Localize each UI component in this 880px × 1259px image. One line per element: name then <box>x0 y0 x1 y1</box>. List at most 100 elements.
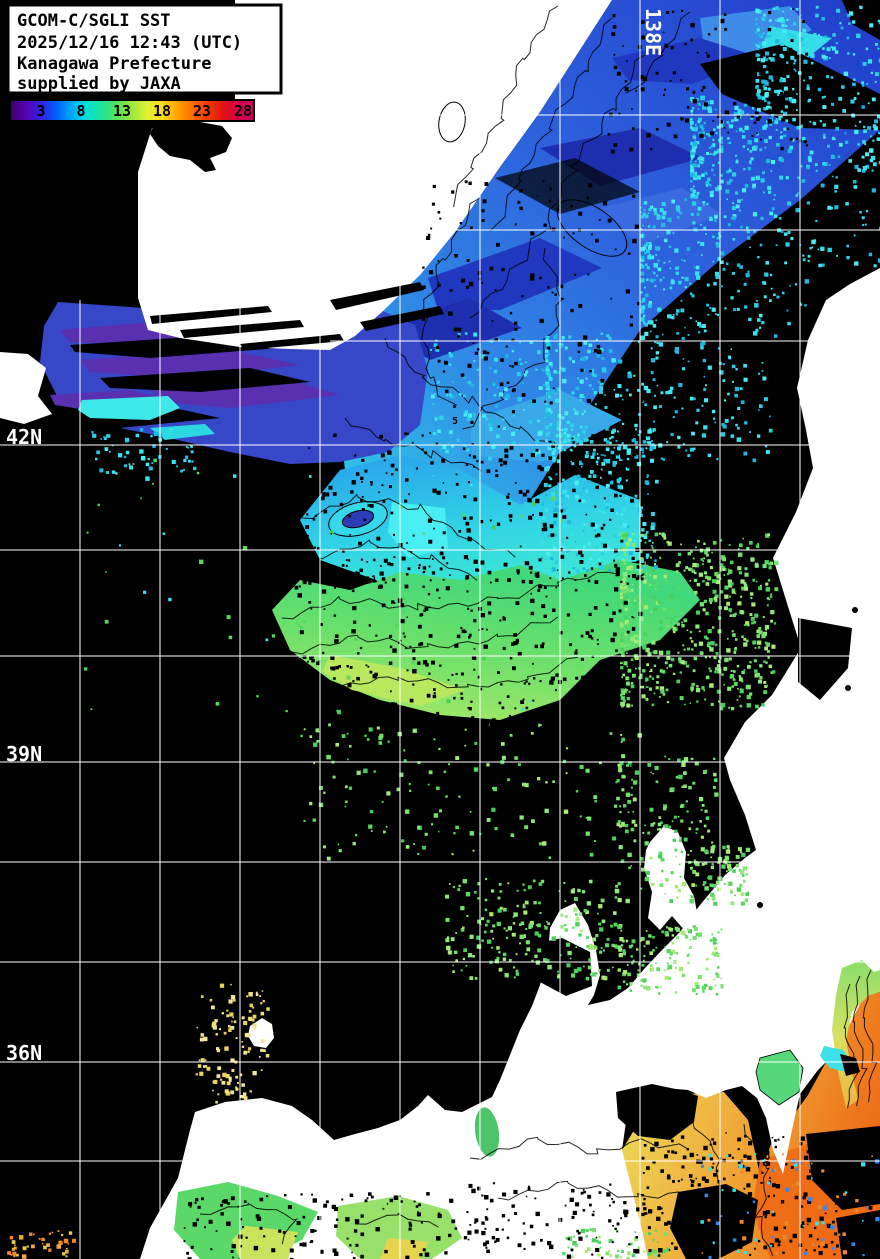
sst-speckle <box>624 619 629 624</box>
sst-speckle <box>740 579 745 584</box>
sst-speckle <box>775 19 778 22</box>
sst-speckle <box>770 1244 773 1247</box>
sst-speckle <box>499 382 504 387</box>
sst-speckle <box>697 1239 702 1243</box>
sst-speckle <box>740 892 745 896</box>
sst-speckle <box>555 440 558 443</box>
sst-speckle <box>705 675 710 680</box>
sst-speckle <box>589 852 594 857</box>
sst-speckle <box>635 595 639 599</box>
sst-speckle <box>682 1202 686 1205</box>
sst-speckle <box>469 811 472 813</box>
sst-speckle <box>643 954 646 958</box>
sst-speckle <box>323 1203 328 1208</box>
sst-speckle <box>457 327 462 332</box>
sst-speckle <box>488 427 493 432</box>
sst-speckle <box>360 713 363 716</box>
sst-speckle <box>757 318 761 322</box>
sst-speckle <box>656 216 661 220</box>
sst-speckle <box>608 475 613 481</box>
sst-speckle <box>611 1241 614 1244</box>
sst-speckle <box>792 117 796 122</box>
map-region <box>380 1238 428 1259</box>
sst-speckle <box>431 202 435 206</box>
sst-speckle <box>524 900 529 905</box>
sst-speckle <box>645 940 650 945</box>
sst-speckle <box>746 546 750 551</box>
sst-speckle <box>563 458 568 462</box>
sst-speckle <box>643 244 647 247</box>
sst-speckle <box>630 569 633 571</box>
sst-speckle <box>704 886 709 891</box>
sst-speckle <box>608 694 613 698</box>
sst-speckle <box>242 546 248 551</box>
sst-speckle <box>449 395 453 398</box>
sst-speckle <box>708 645 712 649</box>
sst-speckle <box>714 792 719 797</box>
sst-speckle <box>703 557 706 560</box>
sst-speckle <box>358 541 362 546</box>
sst-speckle <box>755 79 760 83</box>
sst-speckle <box>758 679 762 684</box>
sst-speckle <box>630 682 634 685</box>
sst-speckle <box>709 1157 714 1161</box>
sst-speckle <box>727 686 732 691</box>
sst-speckle <box>673 134 678 139</box>
sst-speckle <box>587 273 590 276</box>
sst-speckle <box>717 966 720 969</box>
sst-speckle <box>834 1202 837 1205</box>
sst-speckle <box>672 672 676 675</box>
sst-speckle <box>731 630 734 633</box>
sst-speckle <box>528 515 533 520</box>
sst-speckle <box>762 616 765 619</box>
sst-speckle <box>348 579 351 583</box>
sst-speckle <box>703 1145 708 1151</box>
sst-speckle <box>767 185 772 190</box>
sst-speckle <box>617 897 622 903</box>
sst-speckle <box>602 507 607 512</box>
sst-speckle <box>422 1248 426 1252</box>
sst-speckle <box>627 972 631 977</box>
sst-speckle <box>502 957 507 961</box>
sst-speckle <box>617 484 622 489</box>
sst-speckle <box>526 595 529 598</box>
map-region <box>78 396 180 420</box>
sst-speckle <box>674 885 679 889</box>
sst-speckle <box>605 447 610 451</box>
sst-speckle <box>456 634 461 639</box>
sst-speckle <box>636 461 642 467</box>
sst-speckle <box>642 212 646 217</box>
sst-speckle <box>742 145 746 148</box>
sst-speckle <box>738 1164 743 1169</box>
sst-speckle <box>260 1002 263 1005</box>
sst-speckle <box>389 645 393 649</box>
sst-speckle <box>418 567 421 570</box>
sst-speckle <box>342 550 345 553</box>
sst-speckle <box>735 191 739 195</box>
sst-speckle <box>653 207 657 212</box>
sst-speckle <box>670 279 674 283</box>
sst-speckle <box>808 76 812 80</box>
sst-speckle <box>682 367 686 371</box>
sst-speckle <box>640 247 645 252</box>
sst-speckle <box>399 772 404 777</box>
sst-speckle <box>829 1159 834 1164</box>
sst-speckle <box>735 423 738 427</box>
sst-speckle <box>692 669 696 673</box>
sst-speckle <box>491 946 494 949</box>
sst-speckle <box>635 780 638 782</box>
sst-speckle <box>590 567 594 570</box>
sst-speckle <box>428 606 431 609</box>
sst-speckle <box>639 602 644 607</box>
sst-speckle <box>643 605 648 610</box>
sst-speckle <box>643 321 646 325</box>
sst-speckle <box>585 513 588 516</box>
sst-speckle <box>672 1216 677 1221</box>
sst-speckle <box>415 1205 419 1208</box>
sst-speckle <box>550 533 555 538</box>
sst-speckle <box>732 678 735 681</box>
sst-speckle <box>608 385 612 390</box>
sst-speckle <box>698 572 704 577</box>
sst-speckle <box>727 137 730 140</box>
sst-speckle <box>595 238 599 243</box>
